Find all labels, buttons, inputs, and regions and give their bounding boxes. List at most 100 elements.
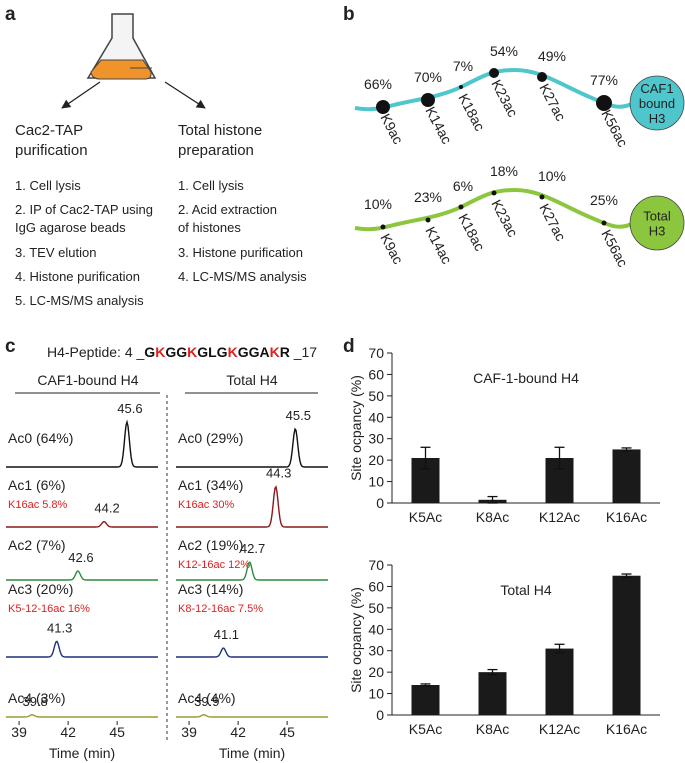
- panel-label: d: [343, 336, 355, 357]
- site-occupancy: 7%: [453, 58, 473, 74]
- site-name: K18ac: [455, 211, 488, 254]
- protocol-step: 5. LC-MS/MS analysis: [15, 293, 144, 308]
- x-tick-label: K16Ac: [606, 721, 647, 737]
- x-tick-label: K5Ac: [409, 509, 442, 525]
- peptide: H4-Peptide: 4 _GKGGKGLGKGGAKR _17: [47, 344, 317, 360]
- site-occupancy: 18%: [490, 163, 518, 179]
- residue: R: [280, 344, 290, 360]
- error-bar: [621, 573, 632, 579]
- chart-title: Total H4: [500, 582, 552, 598]
- error-bar: [554, 446, 565, 470]
- bar: [612, 575, 641, 715]
- acetylation-site: [376, 100, 390, 114]
- x-axis-label: Time (min): [219, 745, 285, 761]
- x-tick-label: K8Ac: [476, 509, 509, 525]
- site-occupancy: 49%: [538, 48, 566, 64]
- peak-label: 42.6: [68, 550, 93, 565]
- chromatogram: [176, 561, 328, 581]
- peak-label: 45.5: [286, 408, 311, 423]
- x-tick-label: K16Ac: [606, 509, 647, 525]
- protocol-step: 1. Cell lysis: [15, 178, 81, 193]
- x-tick-label: K5Ac: [409, 721, 442, 737]
- acetylation-site: [596, 95, 612, 111]
- chromatogram: [176, 485, 328, 528]
- trace-note: K16ac 5.8%: [8, 499, 68, 511]
- protocol-step: 3. TEV elution: [15, 245, 96, 260]
- acetylation-site: [539, 194, 545, 200]
- chromatogram: [176, 427, 328, 468]
- core-label: Total: [643, 209, 671, 224]
- site-occupancy: 70%: [414, 69, 442, 85]
- y-tick-label: 0: [376, 495, 384, 511]
- acetylation-site: [458, 204, 464, 210]
- protocol-step: 4. Histone purification: [15, 269, 140, 284]
- residue: G: [197, 344, 208, 360]
- y-tick-label: 0: [376, 707, 384, 723]
- flask: [86, 13, 157, 80]
- acetylation-site: [459, 85, 463, 89]
- site-occupancy: 77%: [590, 72, 618, 88]
- y-tick-label: 30: [368, 643, 384, 659]
- peak-label: 45.6: [117, 401, 142, 416]
- residue: K: [228, 344, 238, 360]
- error-bar: [487, 668, 498, 676]
- bar: [612, 449, 641, 503]
- y-tick-label: 40: [368, 621, 384, 637]
- error-bar: [420, 683, 431, 687]
- site-occupancy: 10%: [538, 168, 566, 184]
- peptide-suffix: _17: [290, 344, 317, 360]
- y-tick-label: 50: [368, 388, 384, 404]
- peak-label: 42.7: [240, 541, 265, 556]
- trace-name: Ac3 (20%): [8, 581, 73, 597]
- residue: G: [249, 344, 260, 360]
- x-tick-label: 39: [181, 724, 197, 740]
- column-heading: Total histone: [178, 122, 262, 139]
- trace-name: Ac0 (64%): [8, 430, 73, 446]
- site-name: K14ac: [422, 104, 455, 147]
- trace-note: K5-12-16ac 16%: [8, 603, 90, 615]
- y-tick-label: 30: [368, 431, 384, 447]
- histone-tail: [354, 67, 633, 112]
- protocol-step: IgG agarose beads: [15, 220, 126, 235]
- peak-label: 39.9: [194, 694, 219, 709]
- residue: A: [259, 344, 269, 360]
- x-tick-label: 42: [230, 724, 246, 740]
- core-label: H3: [649, 224, 666, 239]
- x-axis-label: Time (min): [49, 745, 115, 761]
- error-bar: [487, 495, 498, 504]
- residue: G: [144, 344, 155, 360]
- core-label: H3: [649, 111, 666, 126]
- panel-label: a: [5, 4, 16, 25]
- site-name: K56ac: [598, 227, 631, 270]
- trace-name: Ac3 (14%): [178, 581, 243, 597]
- protocol-step: of histones: [178, 220, 241, 235]
- column-heading: purification: [15, 142, 88, 159]
- site-occupancy: 10%: [364, 196, 392, 212]
- peptide-prefix: H4-Peptide: 4 _: [47, 344, 144, 360]
- site-name: K23ac: [488, 197, 521, 240]
- peak-label: 39.8: [22, 694, 47, 709]
- x-tick-label: 39: [11, 724, 27, 740]
- y-tick-label: 70: [368, 557, 384, 573]
- column-heading: Cac2-TAP: [15, 122, 83, 139]
- site-name: K9ac: [377, 111, 406, 147]
- column-heading: preparation: [178, 142, 254, 159]
- residue: G: [238, 344, 249, 360]
- x-tick-label: K12Ac: [539, 509, 580, 525]
- arrow: [164, 81, 206, 109]
- x-tick-label: K12Ac: [539, 721, 580, 737]
- x-tick-label: K8Ac: [476, 721, 509, 737]
- site-name: K56ac: [598, 107, 631, 150]
- bar: [411, 685, 440, 715]
- histone-tail: [354, 187, 633, 232]
- acetylation-site: [491, 190, 497, 196]
- y-tick-label: 60: [368, 366, 384, 382]
- trace-name: Ac1 (6%): [8, 477, 66, 493]
- site-name: K18ac: [455, 91, 488, 134]
- residue: L: [208, 344, 217, 360]
- site-occupancy: 54%: [490, 43, 518, 59]
- peak-label: 41.1: [214, 627, 239, 642]
- y-tick-label: 10: [368, 686, 384, 702]
- chromatogram: [6, 640, 158, 658]
